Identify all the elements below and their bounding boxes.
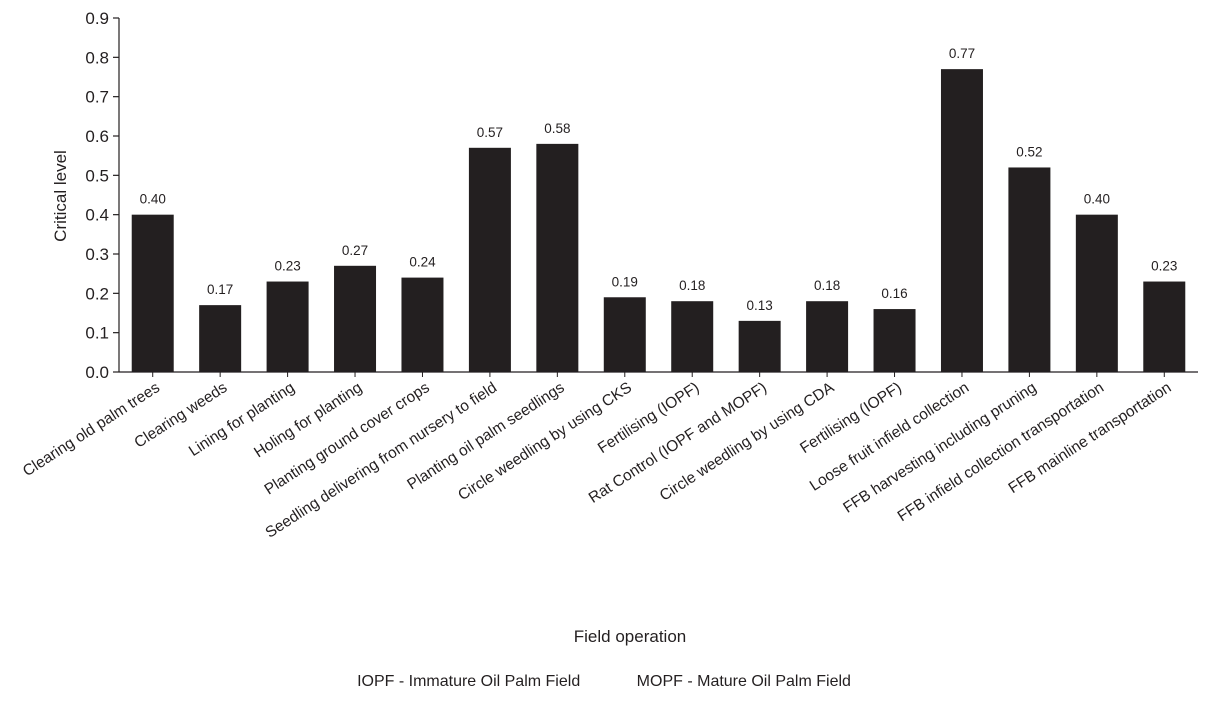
footnote-mopf: MOPF - Mature Oil Palm Field: [636, 673, 851, 690]
bar: [401, 277, 444, 372]
bar: [806, 301, 849, 372]
bar: [738, 320, 781, 372]
y-tick-label: 0.0: [85, 363, 109, 382]
bar: [536, 143, 579, 372]
abbreviation-footnote: IOPF - Immature Oil Palm Field MOPF - Ma…: [0, 673, 1208, 691]
bar-value-label: 0.52: [1016, 144, 1042, 159]
bar: [1075, 214, 1118, 372]
bar-value-label: 0.13: [747, 298, 773, 313]
bar: [873, 309, 916, 372]
bar-value-label: 0.40: [1084, 192, 1110, 207]
bar: [603, 297, 646, 372]
bar-value-label: 0.77: [949, 46, 975, 61]
y-axis-title: Critical level: [51, 150, 70, 242]
bar: [1008, 167, 1051, 372]
data-labels: 0.40 0.17 0.23 0.27 0.24 0.57 0.58 0.19 0.18 0.13…: [140, 46, 1178, 313]
y-tick-label: 0.9: [85, 9, 109, 28]
bar: [940, 69, 983, 372]
bar-value-label: 0.16: [881, 286, 907, 301]
bar: [131, 214, 174, 372]
y-tick-label: 0.4: [85, 206, 109, 225]
bar-value-label: 0.58: [544, 121, 570, 136]
y-axis: 0.0 0.1 0.2 0.3 0.4 0.5 0.6 0.7 0.8 0.9: [85, 9, 120, 382]
bar-value-label: 0.17: [207, 282, 233, 297]
bar: [1143, 281, 1186, 372]
bar-value-label: 0.23: [274, 259, 300, 274]
y-tick-label: 0.7: [85, 88, 109, 107]
bar-value-label: 0.18: [814, 278, 840, 293]
y-tick-label: 0.5: [85, 166, 109, 185]
bar-value-label: 0.24: [409, 255, 436, 270]
y-tick-label: 0.8: [85, 48, 109, 67]
bar-value-label: 0.40: [140, 192, 166, 207]
bar-value-label: 0.23: [1151, 259, 1177, 274]
bar-value-label: 0.57: [477, 125, 503, 140]
y-tick-label: 0.3: [85, 245, 109, 264]
bar-value-label: 0.19: [612, 274, 638, 289]
y-tick-label: 0.6: [85, 127, 109, 146]
bar: [334, 265, 377, 372]
bar: [671, 301, 714, 372]
bar: [266, 281, 309, 372]
bar: [468, 147, 511, 372]
y-tick-label: 0.2: [85, 284, 109, 303]
x-axis-title: Field operation: [574, 627, 686, 646]
bar-value-label: 0.18: [679, 278, 705, 293]
bars: [131, 69, 1186, 372]
bar: [199, 305, 242, 372]
footnote-iopf: IOPF - Immature Oil Palm Field: [357, 673, 581, 690]
bar-value-label: 0.27: [342, 243, 368, 258]
y-tick-label: 0.1: [85, 324, 109, 343]
